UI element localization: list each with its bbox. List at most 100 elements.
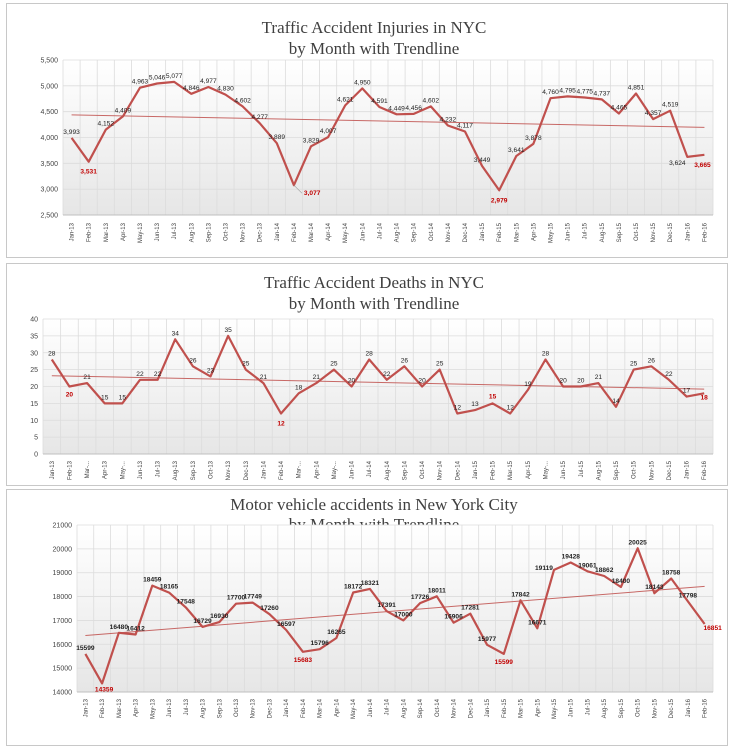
data-label: 3,878 — [525, 135, 542, 142]
chart-title-line-2: by Month with Trendline — [289, 294, 460, 313]
data-label: 21 — [260, 374, 268, 381]
data-label: 4,456 — [405, 105, 422, 112]
data-label: 28 — [366, 351, 374, 358]
data-label: 4,846 — [183, 85, 200, 92]
chart-title-line-2: by Month with Trendline — [289, 39, 460, 58]
x-tick-label: Jan-13 — [50, 460, 56, 479]
data-label: 3,889 — [269, 134, 286, 141]
data-label: 15599 — [76, 645, 95, 652]
data-label: 17260 — [260, 605, 279, 612]
injuries-chart-panel: Traffic Accident Injuries in NYC by Mont… — [6, 3, 728, 258]
x-tick-label: Mar-14 — [309, 222, 315, 242]
x-tick-label: Jun-15 — [566, 222, 572, 241]
data-label: 16597 — [277, 621, 296, 628]
trendline — [85, 585, 705, 637]
x-tick-label: May-13 — [138, 222, 144, 243]
x-tick-label: Sep-15 — [614, 460, 620, 480]
y-tick-label: 0 — [34, 452, 38, 459]
data-label: 16480 — [110, 624, 129, 631]
data-label: 22 — [665, 371, 673, 378]
x-tick-label: Dec-13 — [267, 698, 273, 718]
data-label: 16412 — [126, 625, 145, 632]
data-label: 4,465 — [611, 104, 628, 111]
x-tick-label: Apr-14 — [334, 698, 340, 717]
x-tick-label: May-... — [544, 461, 550, 480]
y-tick-label: 25 — [30, 367, 38, 374]
x-tick-label: Feb-13 — [100, 698, 106, 718]
data-label: 4,621 — [337, 96, 354, 103]
data-label: 4,602 — [234, 97, 251, 104]
data-label: 12 — [277, 421, 285, 428]
x-tick-label: Dec-15 — [669, 698, 675, 718]
data-label: 21 — [313, 374, 321, 381]
x-tick-label: Jul-15 — [585, 698, 591, 715]
x-tick-label: Sep-13 — [206, 222, 212, 242]
data-label: 18011 — [428, 587, 446, 594]
deaths-chart-panel: Traffic Accident Deaths in NYC by Month … — [6, 263, 728, 486]
data-label: 5,077 — [166, 73, 183, 80]
data-label: 18862 — [595, 567, 614, 574]
data-label: 17548 — [177, 598, 196, 605]
data-label: 3,993 — [63, 129, 80, 136]
x-tick-label: Jul-15 — [579, 460, 585, 477]
x-tick-label: May-15 — [549, 222, 555, 243]
chart-title-line-1: Traffic Accident Injuries in NYC — [262, 18, 487, 37]
x-tick-label: Nov-15 — [651, 222, 657, 242]
data-label: 16671 — [528, 619, 547, 626]
data-label: 15683 — [294, 657, 313, 664]
x-tick-label: Jun-14 — [368, 698, 374, 717]
data-label: 4,950 — [354, 79, 371, 86]
data-label: 20 — [348, 378, 356, 385]
data-label: 19061 — [578, 562, 597, 569]
x-tick-label: Mar-... — [297, 461, 303, 479]
x-tick-label: Feb-15 — [491, 460, 497, 480]
data-label: 3,077 — [304, 190, 321, 197]
x-tick-label: Aug-14 — [385, 460, 391, 480]
data-label: 15 — [119, 394, 127, 401]
x-tick-label: Nov-14 — [438, 460, 444, 480]
y-tick-label: 16000 — [53, 642, 73, 649]
x-tick-label: Jun-13 — [167, 698, 173, 717]
data-label: 25 — [242, 361, 250, 368]
data-label: 4,117 — [457, 122, 473, 129]
data-label: 22 — [383, 371, 391, 378]
x-tick-label: Jul-13 — [156, 460, 162, 477]
x-tick-label: Nov-13 — [241, 222, 247, 242]
y-tick-label: 5,500 — [40, 58, 58, 65]
x-tick-label: Mar-14 — [318, 698, 324, 718]
x-tick-label: Sep-14 — [412, 222, 418, 242]
x-tick-label: Mar-15 — [508, 460, 514, 480]
data-label: 22 — [154, 371, 162, 378]
data-label: 17798 — [679, 592, 698, 599]
data-label: 3,624 — [669, 160, 686, 167]
data-label: 20 — [577, 378, 585, 385]
data-label: 34 — [172, 330, 180, 337]
x-tick-label: Aug-14 — [395, 222, 401, 242]
x-tick-label: Apr-13 — [103, 460, 109, 479]
data-label: 25 — [330, 361, 338, 368]
x-tick-label: Jul-13 — [172, 222, 178, 239]
x-tick-label: Nov-15 — [649, 460, 655, 480]
x-tick-label: Mar-13 — [104, 222, 110, 242]
series-line — [70, 80, 705, 192]
data-label: 17391 — [377, 602, 396, 609]
x-tick-label: Dec-14 — [463, 222, 469, 242]
x-tick-label: Jul-15 — [583, 222, 589, 239]
data-label: 22 — [136, 371, 144, 378]
data-label: 4,977 — [200, 78, 217, 85]
x-tick-label: Oct-14 — [420, 460, 426, 479]
x-tick-label: Oct-13 — [234, 698, 240, 717]
data-label: 5,046 — [149, 74, 166, 81]
data-label: 4,795 — [559, 87, 576, 94]
data-label: 4,737 — [594, 90, 611, 97]
x-tick-label: Nov-14 — [446, 222, 452, 242]
data-label: 14 — [612, 398, 620, 405]
data-label: 26 — [189, 357, 197, 364]
data-label: 28 — [48, 351, 56, 358]
x-tick-label: Sep-13 — [191, 460, 197, 480]
x-tick-label: Oct-15 — [636, 698, 642, 717]
data-label: 18459 — [143, 577, 162, 584]
x-tick-label: Feb-14 — [301, 698, 307, 718]
data-label: 14359 — [95, 686, 114, 693]
data-label: 17842 — [511, 591, 530, 598]
